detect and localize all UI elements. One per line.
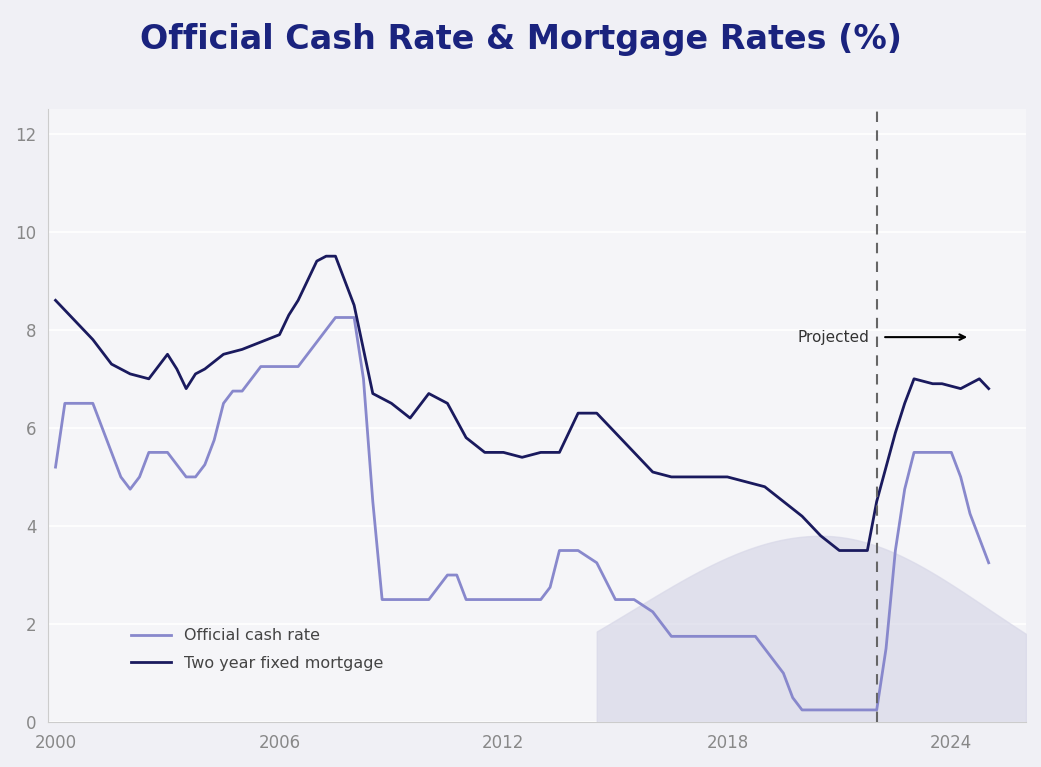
Official cash rate: [562, 546, 575, 555]
Official cash rate: [49, 463, 61, 472]
Two year fixed mortgage: [983, 384, 995, 393]
Two year fixed mortgage: [320, 252, 332, 261]
Two year fixed mortgage: [609, 428, 621, 437]
Official cash rate: [983, 558, 995, 568]
Text: Official Cash Rate & Mortgage Rates (%): Official Cash Rate & Mortgage Rates (%): [139, 23, 902, 56]
Two year fixed mortgage: [441, 399, 454, 408]
Official cash rate: [329, 313, 341, 322]
Official cash rate: [246, 374, 258, 384]
Official cash rate: [973, 534, 986, 543]
Two year fixed mortgage: [703, 472, 715, 482]
Two year fixed mortgage: [49, 296, 61, 305]
Line: Official cash rate: Official cash rate: [55, 318, 989, 710]
Text: Projected: Projected: [797, 330, 869, 344]
Two year fixed mortgage: [180, 384, 193, 393]
Two year fixed mortgage: [721, 472, 734, 482]
Line: Two year fixed mortgage: Two year fixed mortgage: [55, 256, 989, 551]
Legend: Official cash rate, Two year fixed mortgage: Official cash rate, Two year fixed mortg…: [125, 622, 389, 677]
Official cash rate: [264, 362, 277, 371]
Official cash rate: [870, 706, 883, 715]
Official cash rate: [795, 706, 808, 715]
Official cash rate: [152, 448, 164, 457]
Two year fixed mortgage: [833, 546, 845, 555]
Two year fixed mortgage: [534, 448, 547, 457]
